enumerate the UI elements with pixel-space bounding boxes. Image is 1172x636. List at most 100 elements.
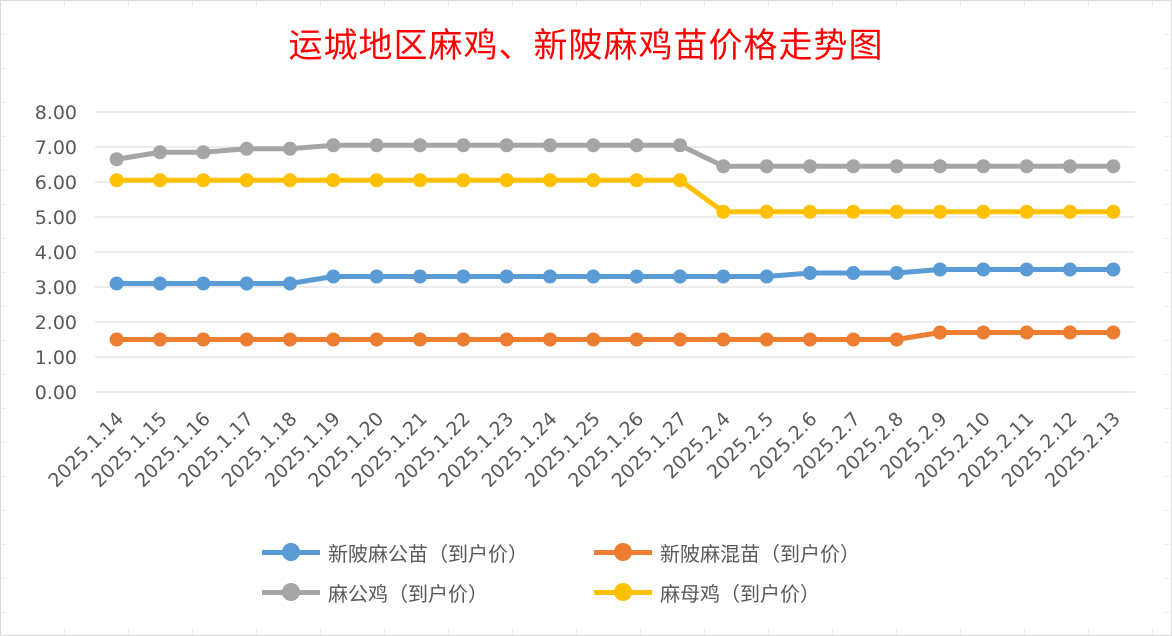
- data-point[interactable]: [109, 173, 124, 188]
- data-point[interactable]: [889, 204, 904, 219]
- legend-item-series-3[interactable]: 麻公鸡（到户价）: [262, 576, 488, 608]
- data-point[interactable]: [759, 332, 774, 347]
- legend-item-series-2[interactable]: 新陂麻混苗（到户价）: [594, 536, 860, 568]
- data-point[interactable]: [586, 138, 601, 153]
- data-point[interactable]: [1106, 325, 1121, 340]
- data-point[interactable]: [196, 276, 211, 291]
- data-point[interactable]: [586, 173, 601, 188]
- data-point[interactable]: [1063, 325, 1077, 340]
- data-point[interactable]: [586, 269, 601, 284]
- data-point[interactable]: [456, 138, 471, 153]
- data-point[interactable]: [109, 332, 124, 347]
- data-point[interactable]: [1063, 159, 1077, 174]
- data-point[interactable]: [413, 138, 427, 153]
- data-point[interactable]: [716, 159, 731, 174]
- legend-item-series-1[interactable]: 新陂麻公苗（到户价）: [262, 536, 528, 568]
- legend-item-series-4[interactable]: 麻母鸡（到户价）: [594, 576, 820, 608]
- data-point[interactable]: [109, 152, 124, 167]
- data-point[interactable]: [369, 269, 384, 284]
- data-point[interactable]: [629, 173, 644, 188]
- data-point[interactable]: [803, 159, 817, 174]
- data-point[interactable]: [326, 173, 341, 188]
- data-point[interactable]: [413, 332, 427, 347]
- data-point[interactable]: [239, 173, 254, 188]
- data-point[interactable]: [283, 332, 297, 347]
- data-point[interactable]: [1019, 159, 1034, 174]
- data-point[interactable]: [759, 159, 774, 174]
- data-point[interactable]: [803, 266, 817, 280]
- data-point[interactable]: [499, 269, 514, 284]
- data-point[interactable]: [283, 276, 297, 291]
- data-point[interactable]: [716, 269, 731, 284]
- data-point[interactable]: [109, 276, 124, 291]
- data-point[interactable]: [1019, 325, 1034, 340]
- data-point[interactable]: [673, 138, 687, 153]
- data-point[interactable]: [933, 262, 947, 277]
- data-point[interactable]: [759, 204, 774, 219]
- data-point[interactable]: [846, 159, 861, 174]
- data-point[interactable]: [499, 138, 514, 153]
- data-point[interactable]: [976, 159, 991, 174]
- data-point[interactable]: [456, 173, 471, 188]
- data-point[interactable]: [933, 159, 947, 174]
- data-point[interactable]: [239, 276, 254, 291]
- data-point[interactable]: [499, 332, 514, 347]
- data-point[interactable]: [889, 159, 904, 174]
- data-point[interactable]: [543, 173, 557, 188]
- data-point[interactable]: [889, 332, 904, 347]
- data-point[interactable]: [196, 332, 211, 347]
- data-point[interactable]: [456, 332, 471, 347]
- data-point[interactable]: [326, 138, 341, 153]
- data-point[interactable]: [629, 332, 644, 347]
- data-point[interactable]: [846, 266, 861, 280]
- data-point[interactable]: [673, 332, 687, 347]
- data-point[interactable]: [413, 269, 427, 284]
- data-point[interactable]: [499, 173, 514, 188]
- data-point[interactable]: [933, 204, 947, 219]
- data-point[interactable]: [716, 204, 731, 219]
- data-point[interactable]: [933, 325, 947, 340]
- data-point[interactable]: [1063, 204, 1077, 219]
- data-point[interactable]: [889, 266, 904, 280]
- data-point[interactable]: [369, 332, 384, 347]
- data-point[interactable]: [1063, 262, 1077, 277]
- data-point[interactable]: [543, 332, 557, 347]
- data-point[interactable]: [673, 173, 687, 188]
- data-point[interactable]: [153, 276, 167, 291]
- data-point[interactable]: [976, 325, 991, 340]
- data-point[interactable]: [283, 173, 297, 188]
- data-point[interactable]: [196, 145, 211, 160]
- data-point[interactable]: [196, 173, 211, 188]
- data-point[interactable]: [326, 332, 341, 347]
- data-point[interactable]: [759, 269, 774, 284]
- data-point[interactable]: [976, 204, 991, 219]
- data-point[interactable]: [846, 332, 861, 347]
- data-point[interactable]: [803, 332, 817, 347]
- data-point[interactable]: [369, 173, 384, 188]
- data-point[interactable]: [1106, 204, 1121, 219]
- data-point[interactable]: [846, 204, 861, 219]
- data-point[interactable]: [413, 173, 427, 188]
- data-point[interactable]: [803, 204, 817, 219]
- data-point[interactable]: [1106, 159, 1121, 174]
- data-point[interactable]: [1106, 262, 1121, 277]
- data-point[interactable]: [153, 173, 167, 188]
- data-point[interactable]: [543, 138, 557, 153]
- data-point[interactable]: [326, 269, 341, 284]
- data-point[interactable]: [716, 332, 731, 347]
- data-point[interactable]: [1019, 204, 1034, 219]
- data-point[interactable]: [456, 269, 471, 284]
- data-point[interactable]: [543, 269, 557, 284]
- data-point[interactable]: [673, 269, 687, 284]
- data-point[interactable]: [369, 138, 384, 153]
- data-point[interactable]: [586, 332, 601, 347]
- data-point[interactable]: [629, 269, 644, 284]
- data-point[interactable]: [239, 141, 254, 156]
- data-point[interactable]: [239, 332, 254, 347]
- data-point[interactable]: [283, 141, 297, 156]
- data-point[interactable]: [1019, 262, 1034, 277]
- data-point[interactable]: [153, 332, 167, 347]
- data-point[interactable]: [629, 138, 644, 153]
- data-point[interactable]: [976, 262, 991, 277]
- data-point[interactable]: [153, 145, 167, 160]
